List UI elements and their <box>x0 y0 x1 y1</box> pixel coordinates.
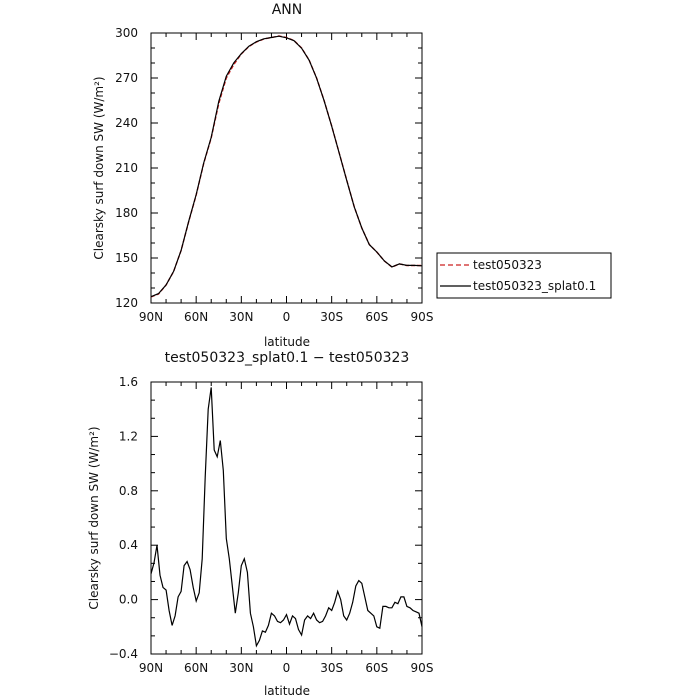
bottom-panel-x-axis-title: latitude <box>264 684 310 698</box>
top-panel-x-tick-label: 60S <box>365 310 388 324</box>
bottom-panel-x-tick-label: 60N <box>184 661 208 675</box>
bottom-panel-x-tick-label: 90S <box>411 661 434 675</box>
bottom-panel-x-tick-label: 0 <box>283 661 291 675</box>
bottom-panel-y-tick-label: 1.2 <box>119 429 138 443</box>
top-panel-x-tick-label: 90N <box>139 310 163 324</box>
bottom-panel-x-tick-label: 30N <box>229 661 253 675</box>
bottom-panel-y-tick-label: 0.0 <box>119 593 138 607</box>
bottom-panel-y-axis-title: Clearsky surf down SW (W/m²) <box>87 426 101 609</box>
top-panel-y-tick-label: 150 <box>115 251 138 265</box>
top-panel-frame <box>150 32 423 304</box>
legend-label-test050323: test050323 <box>473 258 542 272</box>
top-panel-y-tick-label: 270 <box>115 71 138 85</box>
top-panel-y-tick-label: 210 <box>115 161 138 175</box>
bottom-panel-y-tick-label: 0.8 <box>119 484 138 498</box>
top-panel-x-tick-label: 30N <box>229 310 253 324</box>
top-panel-y-tick-label: 240 <box>115 116 138 130</box>
legend-box <box>436 252 612 299</box>
top-panel-series-line-2 <box>150 35 423 298</box>
top-panel-y-tick-label: 180 <box>115 206 138 220</box>
top-panel-plot-area: 90N 60N 30N 0 30S 60S 90S 120 150 180 210 240 270 300 <box>115 26 433 324</box>
top-panel-x-axis-title: latitude <box>264 335 310 349</box>
top-panel-y-tick-label: 300 <box>115 26 138 40</box>
bottom-panel-x-tick-label: 90N <box>139 661 163 675</box>
bottom-panel-y-tick-label: 0.4 <box>119 538 138 552</box>
top-panel-y-tick-label: 120 <box>115 296 138 310</box>
bottom-panel-x-tick-label: 30S <box>320 661 343 675</box>
bottom-panel-x-tick-label: 60S <box>365 661 388 675</box>
top-panel-y-axis-title: Clearsky surf down SW (W/m²) <box>92 76 106 259</box>
top-panel-title: ANN <box>272 2 303 18</box>
top-panel-x-tick-label: 0 <box>283 310 291 324</box>
top-panel-x-tick-label: 30S <box>320 310 343 324</box>
top-panel: ANN 90N 60N 30N 0 30S 60S 90S 120 150 180 210 240 27… <box>92 2 433 349</box>
bottom-panel-y-tick-label: −0.4 <box>109 647 138 661</box>
top-panel-x-tick-label: 90S <box>411 310 434 324</box>
legend-label-test050323-splat0-1: test050323_splat0.1 <box>473 279 596 293</box>
bottom-panel-y-tick-label: 1.6 <box>119 375 138 389</box>
top-panel-x-tick-label: 60N <box>184 310 208 324</box>
bottom-panel-title: test050323_splat0.1 − test050323 <box>165 350 410 366</box>
bottom-panel-series-line-1 <box>150 387 423 648</box>
legend: test050323 test050323_splat0.1 <box>436 252 612 299</box>
bottom-panel-plot-area: 90N 60N 30N 0 30S 60S 90S −0.4 0.0 0.4 0.8 1.2 1.6 <box>109 375 434 675</box>
bottom-panel: test050323_splat0.1 − test050323 90N 60N 3… <box>87 350 433 698</box>
